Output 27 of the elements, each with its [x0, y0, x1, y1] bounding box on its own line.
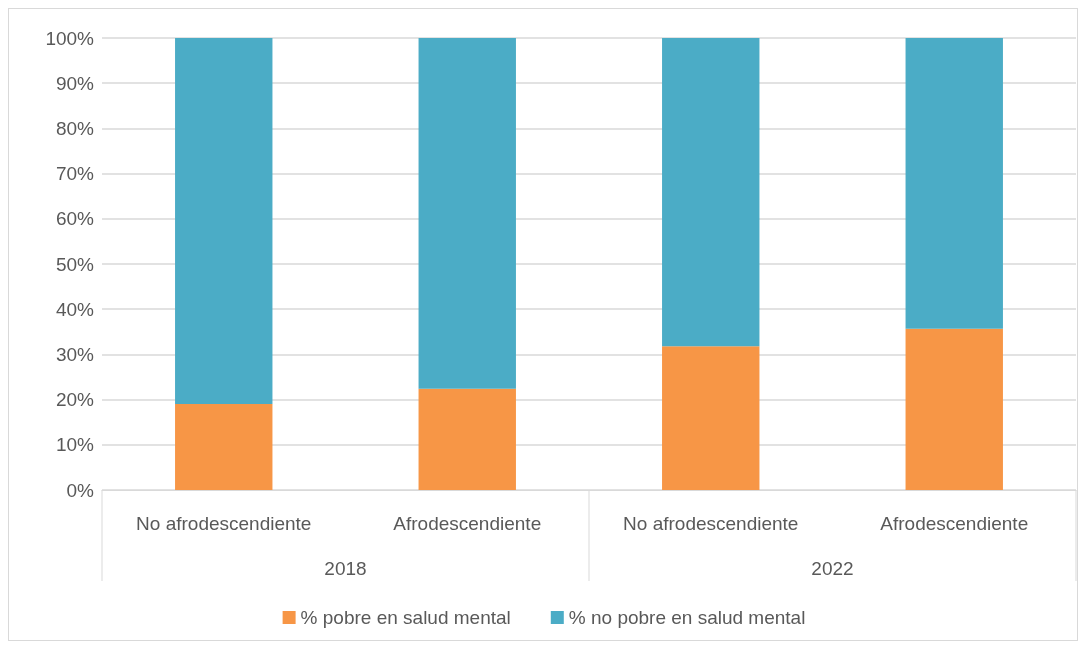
x-tick-label: Afrodescendiente: [880, 513, 1029, 534]
y-tick-label: 0%: [66, 479, 95, 501]
bar: [175, 404, 273, 490]
bar: [662, 346, 760, 490]
bar: [418, 38, 516, 389]
bar: [175, 38, 273, 405]
text: 2022: [811, 557, 854, 579]
text: 2018: [324, 557, 367, 579]
legend-label: % pobre en salud mental: [300, 607, 511, 628]
y-tick-label: 50%: [55, 253, 95, 275]
bar: [662, 38, 760, 347]
y-tick-label: 90%: [55, 72, 95, 94]
y-tick-label: 80%: [55, 117, 95, 139]
y-tick-label: 40%: [55, 298, 95, 320]
x-tick-label: No afrodescendiente: [136, 513, 312, 534]
y-tick-label: 100%: [45, 27, 95, 49]
y-tick-label: 60%: [55, 208, 95, 230]
y-tick-label: 70%: [55, 163, 95, 185]
legend-label: % no pobre en salud mental: [568, 607, 806, 628]
y-tick-label: 30%: [55, 343, 95, 365]
x-tick-label: No afrodescendiente: [623, 513, 799, 534]
y-tick-label: 20%: [55, 389, 95, 411]
x-tick-label: Afrodescendiente: [393, 513, 542, 534]
y-tick-label: 10%: [55, 434, 95, 456]
bar: [905, 38, 1003, 329]
bar: [418, 388, 516, 490]
bar: [905, 328, 1003, 490]
